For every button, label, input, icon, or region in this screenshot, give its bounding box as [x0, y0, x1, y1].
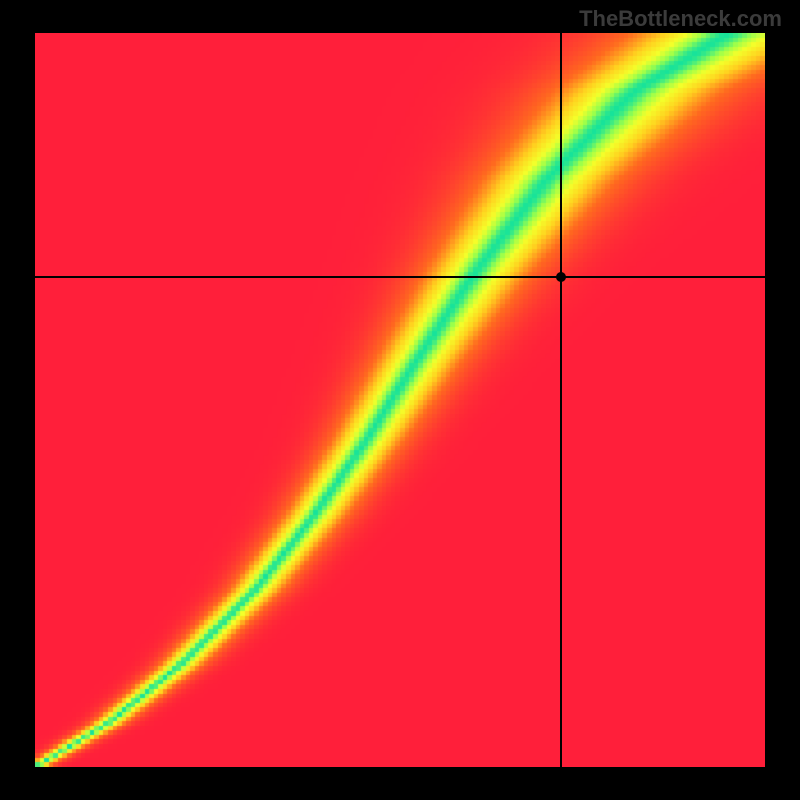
- bottleneck-heatmap: [35, 33, 765, 767]
- crosshair-marker: [556, 272, 566, 282]
- chart-container: TheBottleneck.com: [0, 0, 800, 800]
- crosshair-horizontal: [35, 276, 765, 278]
- crosshair-vertical: [560, 33, 562, 767]
- watermark-text: TheBottleneck.com: [579, 6, 782, 32]
